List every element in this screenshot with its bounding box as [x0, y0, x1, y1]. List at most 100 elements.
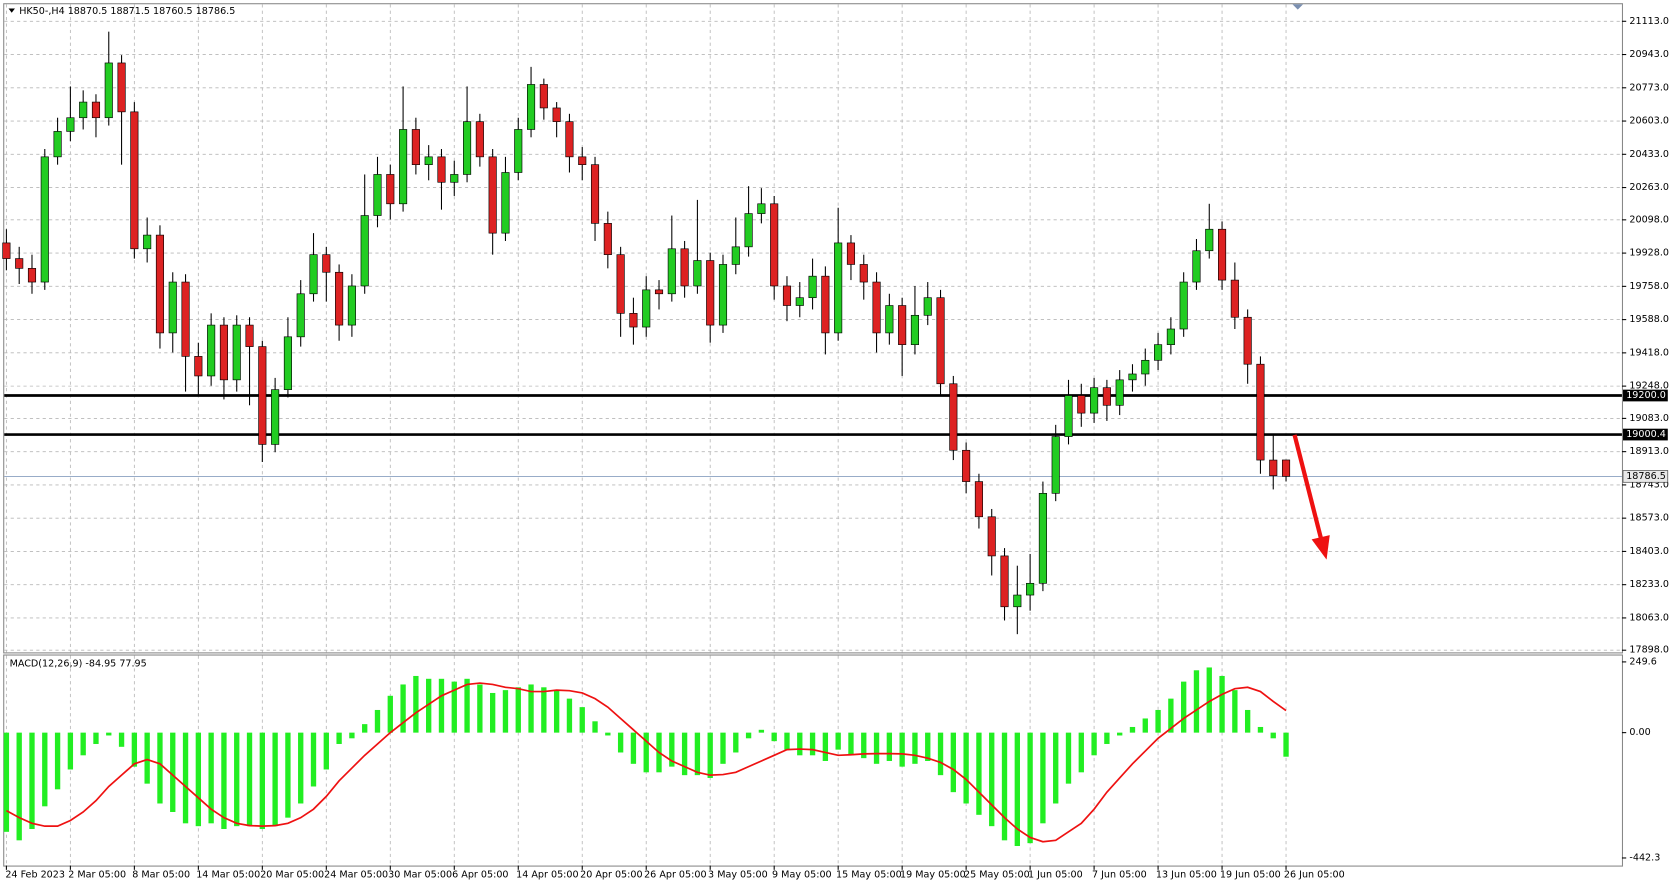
y-tick-label: 18403.0 [1629, 546, 1669, 557]
candle-body [923, 297, 932, 316]
y-tick-label: 19418.0 [1629, 347, 1669, 358]
x-tick-label: 19 Jun 05:00 [1220, 870, 1281, 881]
macd-histogram-bar [797, 732, 803, 756]
macd-histogram-bar [387, 695, 393, 733]
x-tick-label: 26 Apr 05:00 [644, 870, 706, 881]
macd-histogram-bar [515, 687, 521, 733]
candle-body [232, 324, 241, 381]
macd-histogram-bar [899, 732, 905, 767]
macd-histogram-bar [1155, 709, 1161, 733]
candle-body [1179, 281, 1188, 330]
x-tick-label: 24 Feb 2023 [5, 870, 65, 881]
candle-body [360, 215, 369, 287]
y-tick-label: 20263.0 [1629, 182, 1669, 193]
x-tick-label: 24 Mar 05:00 [324, 870, 388, 881]
x-tick-label: 14 Mar 05:00 [196, 870, 260, 881]
candle-body [2, 242, 11, 259]
candle-body [526, 84, 536, 130]
candle-body [386, 174, 395, 205]
candle-body [770, 203, 779, 287]
macd-histogram-bar [643, 732, 649, 773]
candle-body [1026, 582, 1035, 596]
macd-histogram-bar [489, 692, 496, 733]
macd-histogram-bar [208, 732, 214, 824]
candle-body [1230, 279, 1239, 318]
candle-body [1281, 459, 1291, 477]
candle-body [936, 297, 945, 385]
macd-histogram-bar [976, 732, 982, 815]
macd-histogram-bar [886, 732, 893, 761]
macd-histogram-bar [937, 732, 944, 776]
candle-body [181, 281, 190, 357]
candle-body [667, 248, 676, 295]
macd-histogram-bar [861, 732, 867, 759]
candle-body [411, 129, 420, 165]
candle-body [859, 264, 868, 283]
macd-histogram-bar [1078, 732, 1084, 773]
macd-histogram-bar [950, 732, 956, 793]
candle-body [501, 172, 510, 234]
macd-histogram-bar [1142, 718, 1148, 733]
x-tick-label: 25 May 05:00 [964, 870, 1030, 881]
macd-histogram-bar [1053, 732, 1059, 804]
candle-body [271, 389, 280, 445]
macd-histogram-bar [374, 709, 381, 733]
macd-histogram-bar [669, 732, 675, 767]
macd-histogram-bar [298, 732, 304, 804]
y-tick-label: 20943.0 [1629, 49, 1669, 60]
candle-body [15, 258, 24, 269]
candle-body [1077, 395, 1086, 414]
last-price-label: 18786.5 [1626, 471, 1666, 482]
x-tick-label: 9 May 05:00 [772, 870, 832, 881]
x-tick-label: 26 Jun 05:00 [1284, 870, 1345, 881]
y-tick-label: 20603.0 [1629, 116, 1669, 127]
candle-body [731, 246, 740, 265]
candle-body [706, 260, 715, 326]
macd-histogram-bar [592, 721, 598, 733]
macd-histogram-bar [1219, 675, 1225, 733]
candle-body [347, 285, 356, 326]
x-tick-label: 14 Apr 05:00 [516, 870, 578, 881]
candle-body [1090, 387, 1099, 414]
y-tick-label: 18573.0 [1629, 513, 1669, 524]
candle-body [296, 293, 305, 338]
macd-histogram-bar [1168, 698, 1174, 733]
macd-histogram-bar [912, 732, 918, 764]
macd-histogram-bar [1181, 681, 1187, 733]
candle-body [91, 101, 101, 119]
candle-body [117, 62, 126, 113]
candle-body [1064, 395, 1073, 437]
level-label: 19200.0 [1626, 390, 1666, 401]
macd-histogram-bar [477, 684, 483, 733]
candle-body [834, 242, 843, 334]
macd-histogram-bar [720, 732, 726, 764]
macd-histogram-bar [1232, 690, 1238, 733]
candle-body [283, 336, 292, 390]
candle-body [821, 275, 830, 334]
macd-histogram-bar [400, 684, 406, 733]
candle-body [872, 281, 881, 334]
candle-body [53, 131, 62, 158]
candle-body [143, 234, 152, 250]
macd-histogram-bar [553, 690, 560, 733]
macd-histogram-bar [1117, 732, 1123, 736]
candle-body [424, 156, 433, 165]
candle-body [309, 254, 318, 295]
candle-body [1256, 363, 1265, 461]
macd-histogram-bar [541, 687, 547, 733]
candle-body [373, 174, 382, 216]
macd-histogram-bar [438, 678, 445, 733]
macd-title: MACD(12,26,9) -84.95 77.95 [10, 659, 147, 670]
main-panel-frame [3, 3, 1624, 654]
candle-body [693, 260, 702, 287]
macd-histogram-bar [413, 675, 419, 733]
macd-histogram-bar [1206, 667, 1212, 733]
symbol-menu-icon[interactable] [8, 8, 15, 13]
candle-body [104, 62, 113, 119]
candle-body [514, 129, 523, 173]
level-label-box [1623, 389, 1668, 402]
candle-body [450, 174, 459, 183]
macd-histogram-bar [349, 732, 355, 739]
